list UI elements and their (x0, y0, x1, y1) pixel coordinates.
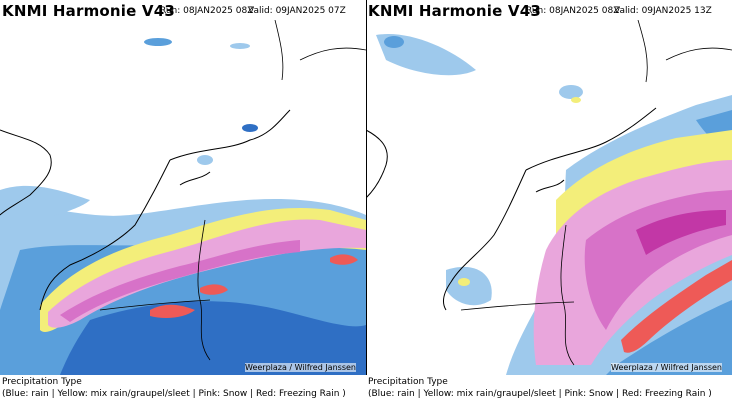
national-border (99, 219, 211, 361)
snow-area-core (60, 240, 300, 322)
shower-cell (559, 85, 583, 99)
shower-cell (144, 38, 172, 46)
freezing-rain-area (621, 260, 732, 353)
rain-area-west (446, 266, 492, 306)
panel-title: KNMI Harmonie V43 (2, 2, 176, 20)
mix-cell (458, 278, 470, 286)
shower-cell (242, 124, 258, 132)
shower-cell (384, 36, 404, 48)
coast-jutland (274, 20, 366, 81)
panel-title: KNMI Harmonie V43 (368, 2, 542, 20)
precipitation-map-13z (366, 20, 732, 375)
freezing-rain-area (330, 254, 358, 265)
run-time: Run: 08JAN2025 08Z (526, 6, 620, 16)
rain-area-northwest (0, 185, 90, 230)
precipitation-map-07z (0, 20, 366, 375)
valid-time: Valid: 09JAN2025 07Z (248, 6, 346, 16)
forecast-panel-13z: KNMI Harmonie V43 Run: 08JAN2025 08Z Val… (366, 0, 732, 404)
freezing-rain-area (150, 304, 195, 318)
valid-time: Valid: 09JAN2025 13Z (614, 6, 712, 16)
shower-cell (197, 155, 213, 165)
snow-area-heavy (636, 210, 726, 255)
continental-coastline (39, 109, 291, 311)
coast-jutland (637, 20, 732, 83)
uk-coastline (0, 129, 52, 216)
uk-coastline (366, 129, 388, 199)
rain-area-heavy (60, 301, 366, 375)
mix-area (556, 130, 732, 255)
legend-title: Precipitation Type (2, 377, 82, 387)
run-time: Run: 08JAN2025 08Z (160, 6, 254, 16)
legend-title: Precipitation Type (368, 377, 448, 387)
netherlands-coast-inlet (535, 179, 565, 193)
shower-cell (230, 43, 250, 49)
forecast-panel-07z: KNMI Harmonie V43 Run: 08JAN2025 08Z Val… (0, 2, 366, 399)
continental-coastline (443, 107, 657, 311)
shower-cell (571, 97, 581, 103)
national-border (460, 224, 575, 366)
legend-text: (Blue: rain | Yellow: mix rain/graupel/s… (368, 389, 712, 399)
credit-text: Weerplaza / Wilfred Janssen (611, 363, 722, 372)
rain-area-heavy (606, 300, 732, 375)
legend-text: (Blue: rain | Yellow: mix rain/graupel/s… (2, 389, 346, 399)
freezing-rain-area (200, 284, 228, 295)
netherlands-coast-inlet (179, 171, 211, 186)
credit-text: Weerplaza / Wilfred Janssen (245, 363, 356, 372)
